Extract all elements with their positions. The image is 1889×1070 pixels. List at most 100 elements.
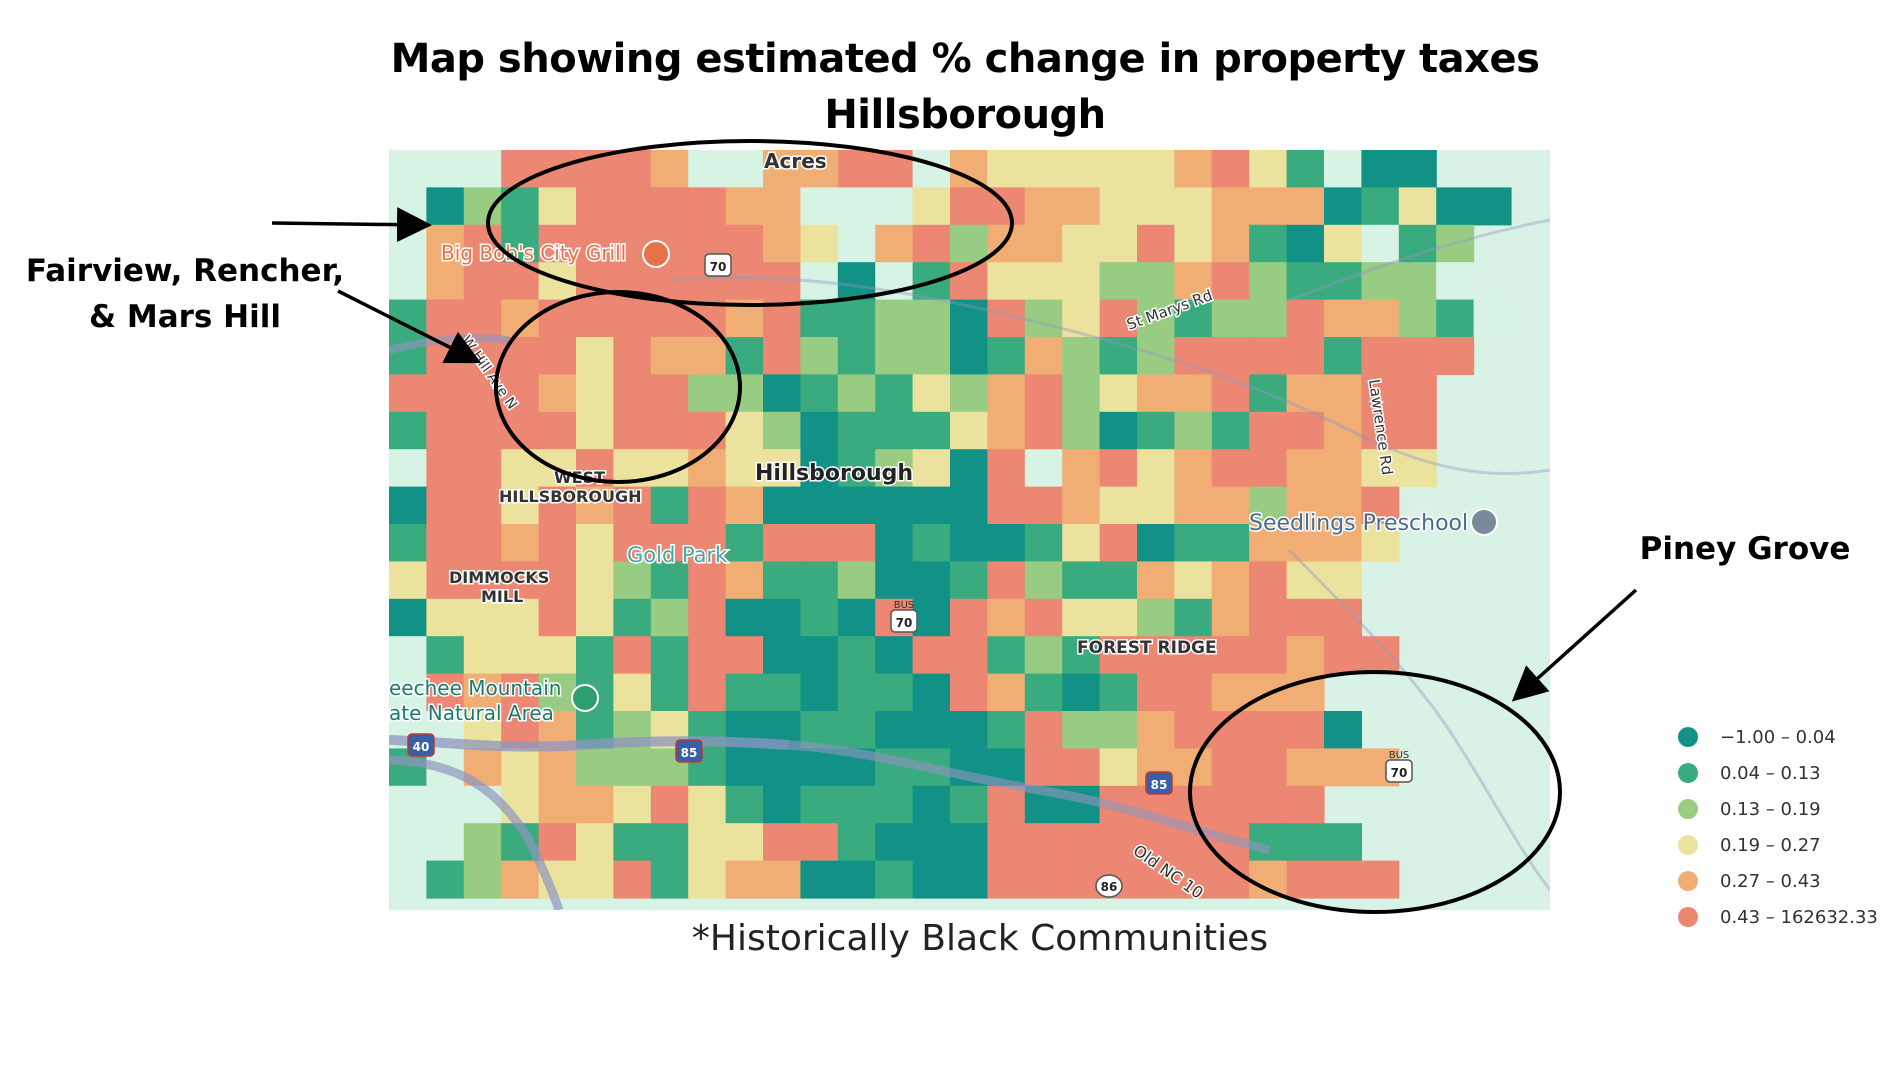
grid-cell xyxy=(1062,337,1101,375)
grid-cell xyxy=(1174,411,1213,450)
grid-cell xyxy=(1062,486,1101,525)
grid-cell xyxy=(1286,785,1325,824)
grid-cell xyxy=(1436,262,1475,301)
grid-cell xyxy=(463,561,502,600)
grid-cell xyxy=(1286,748,1325,787)
grid-cell xyxy=(1174,449,1213,488)
grid-cell xyxy=(1361,486,1400,525)
grid-cell xyxy=(1099,673,1138,712)
grid-cell xyxy=(1398,337,1437,375)
grid-cell xyxy=(1174,524,1213,562)
grid-cell xyxy=(1249,374,1288,413)
grid-cell xyxy=(613,561,652,600)
shield-shape xyxy=(890,609,918,633)
grid-cell xyxy=(576,187,614,226)
grid-cell xyxy=(1024,337,1063,375)
map-label-occoneechee-1: eechee Mountain xyxy=(389,676,561,700)
grid-cell xyxy=(538,187,577,226)
map-label-gold-park: Gold Park xyxy=(627,543,728,567)
grid-cell xyxy=(800,486,839,525)
grid-cell xyxy=(538,262,577,301)
grid-cell xyxy=(1324,748,1362,787)
grid-cell xyxy=(538,524,577,562)
grid-cell xyxy=(987,598,1026,637)
grid-cell xyxy=(1024,711,1063,749)
grid-cell xyxy=(763,561,801,600)
grid-cell xyxy=(1286,860,1325,899)
grid-cell xyxy=(576,598,614,637)
grid-cell xyxy=(837,337,876,375)
legend-item: 0.43 – 162632.33 xyxy=(1678,903,1878,931)
grid-cell xyxy=(1174,187,1213,226)
legend-label: 0.13 – 0.19 xyxy=(1720,798,1821,820)
grid-cell xyxy=(837,187,876,226)
legend-label: 0.43 – 162632.33 xyxy=(1720,906,1878,928)
grid-cell xyxy=(650,524,689,562)
grid-cell xyxy=(763,673,801,712)
grid-cell xyxy=(463,598,502,637)
grid-cell xyxy=(538,299,577,338)
grid-cell xyxy=(800,561,839,600)
grid-cell xyxy=(1211,785,1250,824)
grid-cell xyxy=(650,337,689,375)
grid-cell xyxy=(1361,224,1400,263)
grid-cell xyxy=(912,785,951,824)
grid-cell xyxy=(650,150,689,188)
grid-cell xyxy=(875,187,914,226)
grid-cell xyxy=(688,150,727,188)
grid-cell xyxy=(950,673,988,712)
grid-cell xyxy=(650,486,689,525)
grid-cell xyxy=(1324,337,1362,375)
grid-cell xyxy=(1361,449,1400,488)
shield-shape xyxy=(675,739,703,763)
grid-cell xyxy=(1137,598,1175,637)
grid-cell xyxy=(613,337,652,375)
grid-cell xyxy=(1324,224,1362,263)
grid-cell xyxy=(1174,748,1213,787)
grid-cell xyxy=(613,411,652,450)
grid-cell xyxy=(725,524,764,562)
grid-cell xyxy=(1286,374,1325,413)
place-pin-icon[interactable] xyxy=(1470,508,1498,536)
grid-cell xyxy=(389,785,427,824)
grid-cell xyxy=(389,673,427,712)
grid-cell xyxy=(875,561,914,600)
grid-cell xyxy=(1024,636,1063,675)
grid-cell xyxy=(1286,823,1325,862)
grid-cell xyxy=(837,673,876,712)
grid-cell xyxy=(1286,673,1325,712)
grid-cell xyxy=(912,486,951,525)
grid-cell xyxy=(1324,486,1362,525)
grid-cell xyxy=(763,299,801,338)
grid-cell xyxy=(1099,748,1138,787)
grid-cell xyxy=(837,150,876,188)
grid-cell xyxy=(538,785,577,824)
grid-cell xyxy=(837,524,876,562)
shield-number: 40 xyxy=(413,740,430,754)
grid-cell xyxy=(613,860,652,899)
route-shield-route86: 86 xyxy=(1095,874,1123,898)
grid-cell xyxy=(650,561,689,600)
grid-cell xyxy=(538,150,577,188)
grid-cell xyxy=(1099,337,1138,375)
grid-cell xyxy=(837,598,876,637)
grid-cell xyxy=(576,860,614,899)
grid-cell xyxy=(1211,150,1250,188)
grid-cell xyxy=(1099,187,1138,226)
grid-cell xyxy=(837,711,876,749)
park-tree-icon[interactable] xyxy=(571,684,599,712)
grid-cell xyxy=(463,411,502,450)
grid-cell xyxy=(426,785,465,824)
grid-cell xyxy=(1249,411,1288,450)
choropleth-map[interactable]: Acres Big Bob's City Grill W Hill Ave N St … xyxy=(389,150,1550,910)
grid-cell xyxy=(1211,748,1250,787)
grid-cell xyxy=(837,411,876,450)
grid-cell xyxy=(501,150,540,188)
grid-cell xyxy=(426,262,465,301)
grid-cell xyxy=(1137,374,1175,413)
shield-number: 85 xyxy=(681,746,698,760)
grid-cell xyxy=(389,187,427,226)
restaurant-icon[interactable] xyxy=(642,240,670,268)
map-label-dimmocks-1: DIMMOCKS xyxy=(449,568,549,587)
grid-cell xyxy=(1324,823,1362,862)
